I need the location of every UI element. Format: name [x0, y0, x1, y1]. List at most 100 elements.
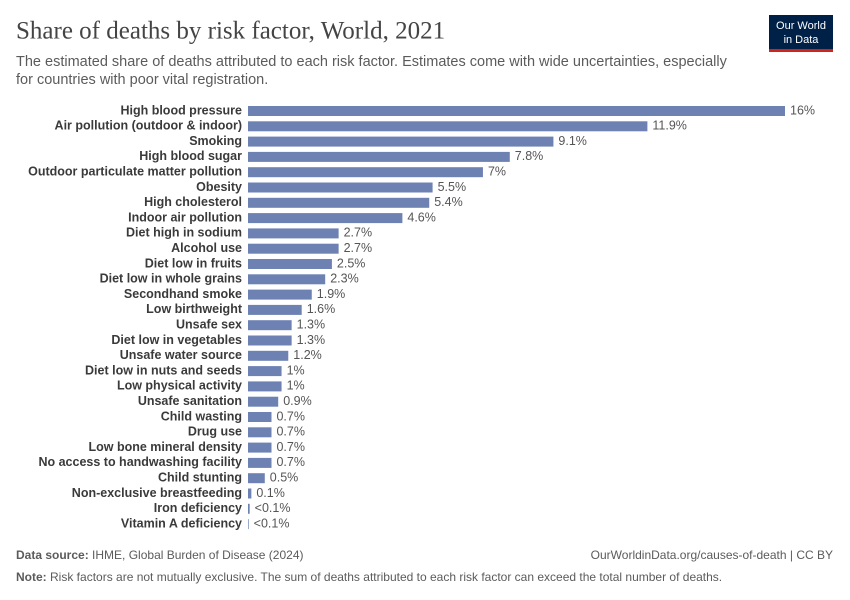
category-label: Child wasting [161, 409, 242, 423]
category-label: Indoor air pollution [128, 210, 242, 224]
category-label: Unsafe water source [120, 348, 242, 362]
bar [248, 412, 272, 422]
category-label: Child stunting [158, 470, 242, 484]
value-label: <0.1% [255, 501, 291, 515]
category-label: Smoking [189, 134, 242, 148]
bar [248, 136, 554, 147]
category-label: Diet low in vegetables [111, 333, 242, 347]
value-label: 1% [287, 363, 305, 377]
source-label: Data source: [16, 548, 89, 562]
value-label: 1% [287, 379, 305, 393]
value-label: 0.5% [270, 470, 299, 484]
category-label: Diet low in fruits [145, 256, 242, 270]
value-label: 1.9% [317, 287, 346, 301]
category-label: Drug use [188, 425, 242, 439]
bar [248, 304, 302, 315]
bar [248, 350, 289, 361]
logo-text[interactable]: Our World [776, 20, 826, 32]
value-label: 0.1% [256, 486, 285, 500]
value-label: 5.4% [434, 195, 463, 209]
plot: High blood pressure 16% Air pollution (out… [28, 103, 815, 530]
value-label: 2.3% [330, 272, 359, 286]
note-label: Note: [16, 570, 47, 584]
value-label: 0.7% [276, 455, 305, 469]
bar [248, 228, 339, 239]
category-label: Air pollution (outdoor & indoor) [55, 119, 242, 133]
bar [248, 519, 249, 530]
value-label: 4.6% [407, 210, 436, 224]
bar [248, 396, 279, 407]
logo-text[interactable]: in Data [784, 34, 820, 46]
bar [248, 503, 250, 514]
value-label: 0.7% [276, 409, 305, 423]
category-label: Diet low in whole grains [100, 272, 242, 286]
bar [248, 182, 433, 193]
category-label: Secondhand smoke [124, 287, 242, 301]
category-label: Low physical activity [117, 379, 242, 393]
category-label: Non-exclusive breastfeeding [72, 486, 242, 500]
bar [248, 457, 272, 468]
value-label: 1.3% [297, 317, 326, 331]
category-label: Diet low in nuts and seeds [85, 363, 242, 377]
bar [248, 167, 483, 178]
category-label: Unsafe sex [176, 317, 242, 331]
category-label: No access to handwashing facility [38, 455, 242, 469]
value-label: 7.8% [515, 149, 544, 163]
note: Note: Risk factors are not mutually excl… [16, 570, 722, 584]
bar [248, 320, 292, 331]
value-label: 1.3% [297, 333, 326, 347]
bar [248, 121, 648, 132]
category-label: Low bone mineral density [89, 440, 243, 454]
bar [248, 488, 252, 499]
note-text: Risk factors are not mutually exclusive.… [50, 570, 722, 584]
value-label: 2.5% [337, 256, 366, 270]
value-label: 7% [488, 164, 506, 178]
bar [248, 151, 510, 162]
category-label: High blood pressure [120, 103, 242, 117]
bar [248, 213, 403, 224]
value-label: 5.5% [438, 180, 467, 194]
category-label: High blood sugar [139, 149, 242, 163]
value-label: 0.9% [283, 394, 312, 408]
value-label: 1.6% [307, 302, 336, 316]
category-label: Obesity [196, 180, 242, 194]
bar [248, 473, 265, 484]
bar [248, 427, 272, 438]
category-label: High cholesterol [144, 195, 242, 209]
bar [248, 366, 282, 377]
bar [248, 106, 785, 116]
bar [248, 259, 332, 269]
value-label: 9.1% [558, 134, 587, 148]
url[interactable]: OurWorldinData.org/causes-of-death | CC … [591, 548, 833, 562]
bar [248, 274, 326, 285]
bar [248, 243, 339, 254]
bar [248, 381, 282, 392]
category-label: Outdoor particulate matter pollution [28, 164, 242, 178]
value-label: <0.1% [254, 516, 290, 530]
bar [248, 197, 430, 208]
category-label: Iron deficiency [154, 501, 242, 515]
subtitle: for countries with poor vital registrati… [16, 72, 268, 88]
category-label: Vitamin A deficiency [121, 516, 242, 530]
value-label: 11.9% [652, 119, 687, 133]
value-label: 0.7% [276, 425, 305, 439]
bar [248, 289, 312, 300]
logo-underline [769, 49, 833, 52]
subtitle: The estimated share of deaths attributed… [16, 54, 728, 70]
category-label: Low birthweight [146, 302, 243, 316]
bar [248, 442, 272, 453]
value-label: 16% [790, 103, 815, 117]
bar [248, 335, 292, 346]
category-label: Alcohol use [171, 241, 242, 255]
value-label: 2.7% [344, 241, 373, 255]
chart-title: Share of deaths by risk factor, World, 2… [16, 18, 445, 45]
value-label: 2.7% [344, 226, 373, 240]
category-label: Unsafe sanitation [138, 394, 242, 408]
value-label: 0.7% [276, 440, 305, 454]
source-text[interactable]: IHME, Global Burden of Disease (2024) [92, 548, 303, 562]
value-label: 1.2% [293, 348, 322, 362]
category-label: Diet high in sodium [126, 226, 242, 240]
logo-box[interactable] [769, 15, 833, 50]
